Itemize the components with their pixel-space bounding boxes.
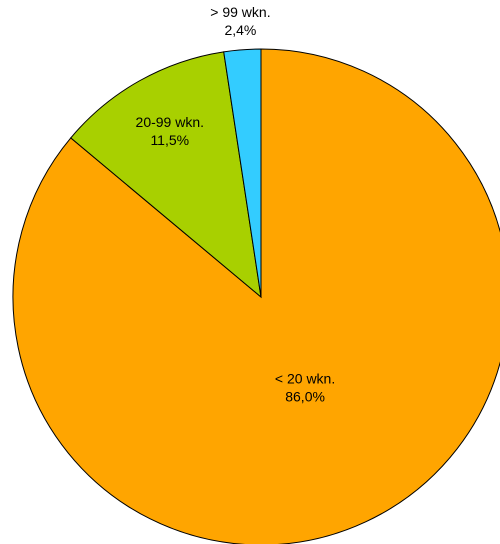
slice-value: 2,4%	[224, 22, 256, 38]
slice-label: > 99 wkn. 2,4%	[210, 4, 270, 38]
slice-category: < 20 wkn.	[275, 370, 335, 386]
slice-value: 11,5%	[150, 132, 189, 148]
slice-category: 20-99 wkn.	[136, 114, 204, 130]
slice-category: > 99 wkn.	[210, 4, 270, 20]
slice-value: 86,0%	[285, 388, 325, 404]
pie-slice	[70, 51, 262, 299]
pie-slice	[12, 48, 500, 544]
slice-label: 20-99 wkn. 11,5%	[136, 114, 204, 148]
slice-label: < 20 wkn. 86,0%	[275, 370, 335, 404]
pie-slice	[223, 48, 262, 298]
